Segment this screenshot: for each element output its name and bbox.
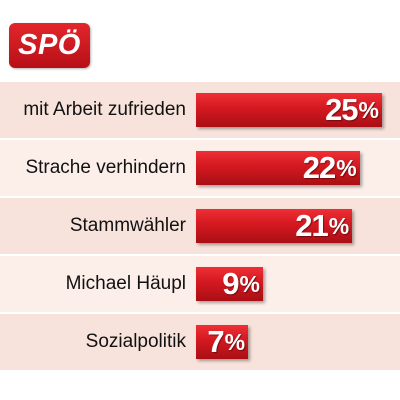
bar-value-unit: % (328, 212, 349, 239)
category-label: Strache verhindern (25, 157, 186, 178)
bar: 25% (196, 92, 382, 127)
bar-value-label: 7% (207, 324, 245, 359)
spoe-logo: SPÖ (9, 23, 90, 68)
bar-value-unit: % (336, 154, 356, 181)
bar: 9% (196, 266, 263, 301)
category-label: mit Arbeit zufrieden (23, 99, 186, 120)
bar-value-number: 22 (302, 150, 336, 185)
bar-value-label: 22% (302, 150, 357, 185)
bar-value-unit: % (224, 328, 245, 355)
bar-value-number: 25 (325, 92, 358, 127)
category-label: Michael Häupl (65, 273, 186, 294)
bar: 21% (196, 208, 353, 243)
bar-value-number: 7 (207, 324, 224, 359)
bar-value-label: 21% (295, 208, 349, 243)
bar-value-number: 21 (295, 208, 328, 243)
bar-value-unit: % (239, 270, 260, 297)
bar-value-label: 9% (222, 266, 260, 301)
bar: 22% (196, 150, 360, 185)
category-label: Stammwähler (69, 215, 186, 236)
category-label: Sozialpolitik (85, 331, 186, 352)
bar-value-unit: % (358, 96, 379, 123)
bar: 7% (196, 324, 249, 359)
logo-text: SPÖ (18, 29, 81, 61)
bar-value-label: 25% (325, 92, 379, 127)
bar-value-number: 9 (222, 266, 239, 301)
